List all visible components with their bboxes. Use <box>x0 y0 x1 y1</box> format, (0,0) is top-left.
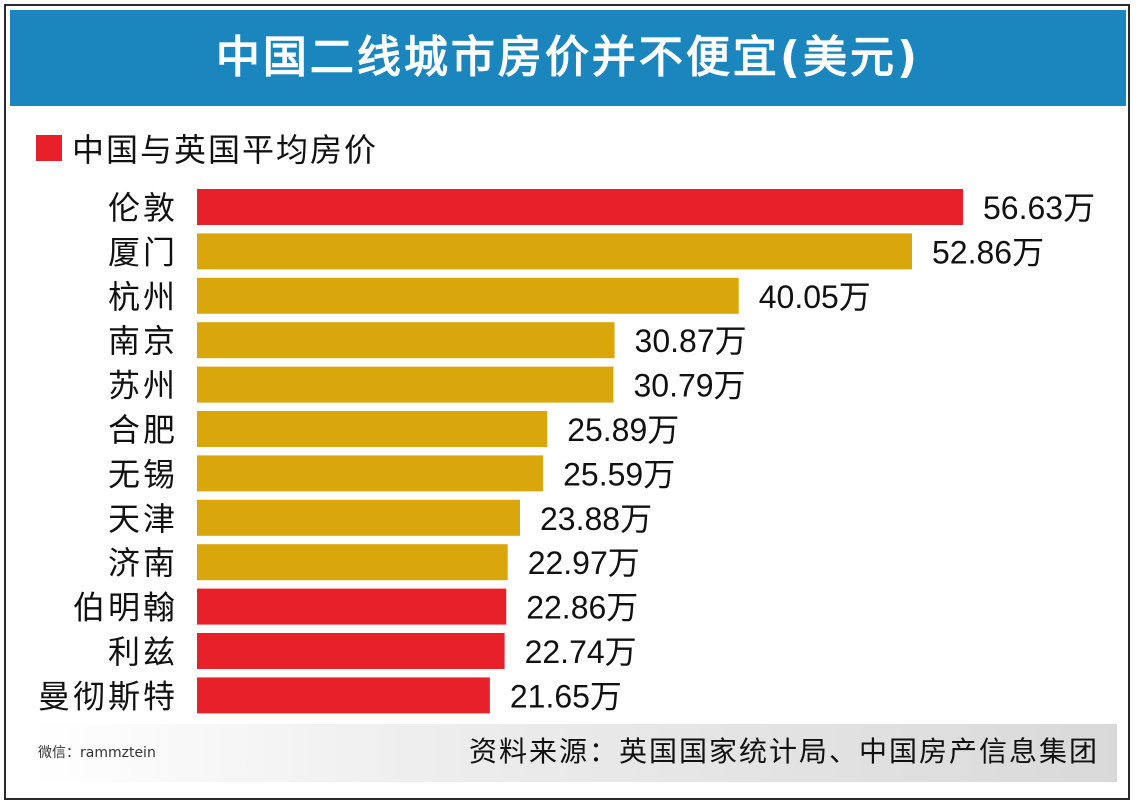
bar <box>197 366 614 403</box>
wechat-id: 微信：rammztein <box>38 745 156 761</box>
value-label: 22.97万 <box>528 545 640 581</box>
category-label: 济南 <box>108 544 178 582</box>
legend-label: 中国与英国平均房价 <box>72 131 379 169</box>
category-label: 无锡 <box>108 455 178 493</box>
value-label: 52.86万 <box>932 234 1044 270</box>
footer: 微信：rammztein 资料来源：英国国家统计局、中国房产信息集团 <box>32 724 1117 782</box>
value-label: 56.63万 <box>983 190 1095 226</box>
data-source: 资料来源：英国国家统计局、中国房产信息集团 <box>468 735 1099 768</box>
bar <box>197 499 521 536</box>
bar <box>197 455 544 492</box>
value-label: 22.74万 <box>525 634 637 670</box>
legend-swatch <box>36 135 62 161</box>
bar <box>197 588 507 625</box>
bar <box>197 633 505 669</box>
category-label: 杭州 <box>108 278 178 316</box>
chart-title: 中国二线城市房价并不便宜(美元) <box>10 10 1126 106</box>
bar <box>197 411 548 447</box>
category-label: 伦敦 <box>108 189 178 227</box>
value-label: 30.79万 <box>633 368 745 404</box>
bar <box>197 233 913 270</box>
bar <box>197 322 615 359</box>
category-label: 厦门 <box>108 233 178 271</box>
legend: 中国与英国平均房价 <box>36 128 379 169</box>
value-label: 25.59万 <box>563 456 675 492</box>
bar <box>197 189 963 225</box>
value-label: 25.89万 <box>567 412 679 448</box>
value-label: 22.86万 <box>526 590 638 626</box>
bar <box>197 544 508 581</box>
category-label: 曼彻斯特 <box>38 677 178 715</box>
value-label: 21.65万 <box>510 678 622 714</box>
value-label: 40.05万 <box>759 279 871 315</box>
bar <box>197 277 739 314</box>
bar <box>197 677 490 714</box>
value-label: 23.88万 <box>540 501 652 537</box>
category-label: 南京 <box>108 322 178 360</box>
value-label: 30.87万 <box>635 323 747 359</box>
category-label: 合肥 <box>108 411 178 449</box>
category-label: 苏州 <box>108 367 178 405</box>
category-label: 利兹 <box>108 633 178 671</box>
category-label: 天津 <box>108 500 178 538</box>
category-label: 伯明翰 <box>73 589 178 627</box>
